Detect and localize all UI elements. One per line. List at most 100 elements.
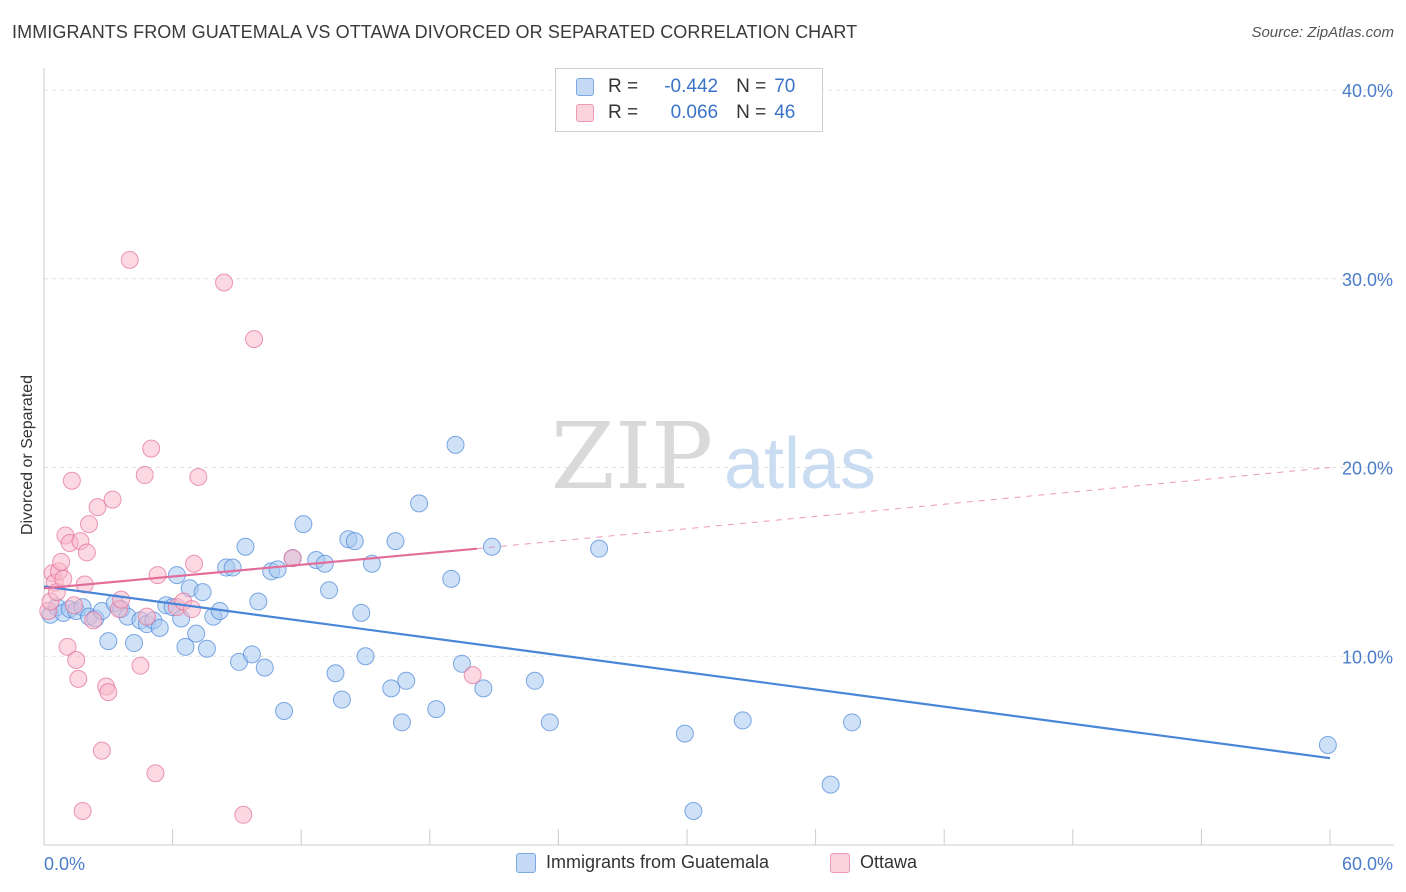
point-guatemala — [525, 671, 544, 690]
point-ottawa — [182, 600, 201, 619]
point-guatemala — [452, 654, 471, 673]
point-guatemala — [392, 713, 411, 732]
legend-r-value: 0.066 — [670, 102, 719, 123]
series-swatch-guatemala — [516, 852, 536, 873]
point-guatemala — [352, 603, 371, 622]
point-ottawa — [189, 467, 208, 486]
point-guatemala — [386, 532, 405, 551]
point-guatemala — [675, 724, 694, 743]
point-ottawa — [463, 666, 482, 685]
x-tick-label: 0.0% — [44, 854, 85, 874]
point-ottawa — [65, 596, 84, 615]
point-guatemala — [236, 537, 255, 556]
point-guatemala — [590, 539, 609, 558]
point-guatemala — [255, 658, 274, 677]
point-ottawa — [142, 439, 161, 458]
point-ottawa — [54, 569, 73, 588]
legend-r-label: R = — [608, 76, 639, 97]
point-guatemala — [326, 664, 345, 683]
point-ottawa — [120, 250, 139, 269]
point-ottawa — [215, 273, 234, 292]
point-guatemala — [223, 558, 242, 577]
point-guatemala — [843, 713, 862, 732]
legend-n-label: N = — [736, 76, 767, 97]
legend-n-label: N = — [736, 102, 767, 123]
point-ottawa — [67, 651, 86, 670]
point-guatemala — [249, 592, 268, 611]
point-guatemala — [540, 713, 559, 732]
point-ottawa — [88, 498, 107, 517]
tick-labels: 10.0% 20.0% 30.0% 40.0% 0.0% 60.0% — [44, 81, 1393, 874]
point-ottawa — [135, 466, 154, 485]
point-guatemala — [99, 632, 118, 651]
point-guatemala — [1318, 735, 1337, 754]
point-guatemala — [193, 583, 212, 602]
gridlines — [44, 89, 1394, 657]
axes — [43, 68, 1394, 846]
point-ottawa — [52, 552, 71, 571]
x-tick-label: 60.0% — [1342, 854, 1393, 874]
point-guatemala — [294, 515, 313, 534]
point-guatemala — [275, 701, 294, 720]
legend-swatch-ottawa — [576, 104, 594, 122]
point-guatemala — [197, 639, 216, 658]
point-ottawa — [62, 471, 81, 490]
point-guatemala — [821, 775, 840, 794]
point-ottawa — [245, 330, 264, 349]
point-ottawa — [146, 764, 165, 783]
series-label-guatemala: Immigrants from Guatemala — [546, 852, 770, 872]
watermark-atlas: atlas — [724, 424, 876, 504]
trend-line-ottawa — [43, 547, 478, 590]
point-guatemala — [187, 624, 206, 643]
series-label-ottawa: Ottawa — [860, 852, 918, 872]
point-ottawa — [137, 607, 156, 626]
y-tick-label: 30.0% — [1342, 270, 1393, 290]
point-guatemala — [382, 679, 401, 698]
y-tick-label: 10.0% — [1342, 647, 1393, 667]
watermark: ZIP atlas — [551, 403, 876, 510]
legend-n-value: 46 — [774, 102, 796, 123]
legend-row-guatemala: R = -0.442 N = 70 — [576, 75, 795, 99]
point-guatemala — [150, 618, 169, 637]
point-guatemala — [474, 679, 493, 698]
legend-r-label: R = — [608, 102, 639, 123]
data-points — [39, 250, 1337, 824]
point-ottawa — [103, 490, 122, 509]
point-ottawa — [99, 683, 118, 702]
point-ottawa — [84, 611, 103, 630]
point-guatemala — [320, 581, 339, 600]
point-guatemala — [332, 690, 351, 709]
point-ottawa — [80, 515, 99, 534]
point-ottawa — [185, 554, 204, 573]
point-guatemala — [345, 532, 364, 551]
trend-lines — [43, 467, 1331, 760]
series-swatch-ottawa — [830, 852, 850, 873]
series-legend-ottawa[interactable]: Ottawa — [830, 852, 917, 873]
y-tick-label: 40.0% — [1342, 81, 1393, 101]
y-tick-label: 20.0% — [1342, 459, 1393, 479]
point-ottawa — [112, 590, 131, 609]
point-guatemala — [176, 637, 195, 656]
legend-n-value: 70 — [774, 76, 796, 97]
point-ottawa — [234, 805, 253, 824]
chart-title: IMMIGRANTS FROM GUATEMALA VS OTTAWA DIVO… — [12, 22, 858, 42]
point-guatemala — [397, 671, 416, 690]
watermark-zip: ZIP — [551, 403, 713, 510]
series-legend-guatemala[interactable]: Immigrants from Guatemala — [516, 852, 769, 873]
point-ottawa — [77, 543, 96, 562]
source-credit: Source: ZipAtlas.com — [1251, 24, 1394, 41]
point-ottawa — [131, 656, 150, 675]
point-ottawa — [73, 802, 92, 821]
point-guatemala — [733, 711, 752, 730]
point-guatemala — [242, 645, 261, 664]
point-guatemala — [446, 435, 465, 454]
point-guatemala — [356, 647, 375, 666]
point-guatemala — [268, 560, 287, 579]
point-guatemala — [125, 634, 144, 653]
point-ottawa — [69, 669, 88, 688]
point-guatemala — [442, 569, 461, 588]
point-guatemala — [410, 494, 429, 513]
trend-line-guatemala — [43, 585, 1331, 760]
point-ottawa — [58, 637, 77, 656]
